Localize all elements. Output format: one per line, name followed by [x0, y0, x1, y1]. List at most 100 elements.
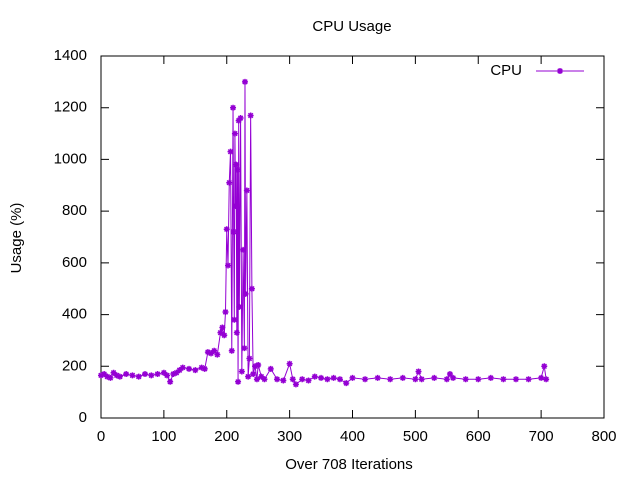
point-marker [228, 347, 235, 354]
point-marker [362, 376, 369, 383]
point-marker [238, 368, 245, 375]
x-axis-label: Over 708 Iterations [285, 456, 413, 473]
point-marker [107, 374, 114, 381]
point-marker [241, 78, 248, 85]
point-marker [289, 376, 296, 383]
point-marker [446, 371, 453, 378]
y-axis-label: Usage (%) [8, 203, 25, 274]
point-marker [230, 228, 237, 235]
point-marker [179, 364, 186, 371]
point-marker [258, 373, 265, 380]
point-marker [223, 226, 230, 233]
point-marker [412, 376, 419, 383]
point-marker [231, 316, 238, 323]
point-marker [248, 285, 255, 292]
plot-border [100, 55, 605, 419]
point-marker [113, 372, 120, 379]
point-marker [280, 377, 287, 384]
point-marker [154, 371, 161, 378]
legend-label: CPU [490, 62, 522, 79]
point-marker [142, 371, 149, 378]
x-tick-label: 400 [340, 428, 365, 445]
point-marker [235, 117, 242, 124]
x-tick-label: 700 [529, 428, 554, 445]
point-marker [330, 374, 337, 381]
y-tick-label: 1200 [54, 99, 87, 116]
point-marker [324, 376, 331, 383]
point-marker [247, 112, 254, 119]
point-marker [236, 303, 243, 310]
point-marker [129, 372, 136, 379]
y-tick-label: 1000 [54, 150, 87, 167]
point-marker [170, 371, 177, 378]
point-marker [241, 345, 248, 352]
point-marker [541, 363, 548, 370]
x-tick-label: 0 [97, 428, 105, 445]
point-marker [267, 365, 274, 372]
y-tick-label: 400 [62, 306, 87, 323]
point-marker [274, 376, 281, 383]
point-marker [525, 376, 532, 383]
point-marker [418, 376, 425, 383]
point-marker [192, 367, 199, 374]
point-marker [299, 376, 306, 383]
point-marker [211, 347, 218, 354]
point-marker [234, 166, 241, 173]
point-marker [349, 374, 356, 381]
point-marker [374, 374, 381, 381]
point-marker [186, 365, 193, 372]
point-marker [243, 187, 250, 194]
point-marker [431, 374, 438, 381]
point-marker [173, 369, 180, 376]
point-marker [167, 378, 174, 385]
point-marker [101, 371, 108, 378]
x-tick-label: 100 [151, 428, 176, 445]
point-marker [242, 290, 249, 297]
x-tick-label: 600 [466, 428, 491, 445]
point-marker [487, 374, 494, 381]
y-tick-label: 200 [62, 357, 87, 374]
point-marker [252, 363, 259, 370]
point-marker [399, 374, 406, 381]
point-marker [240, 246, 247, 253]
point-marker [311, 373, 318, 380]
y-tick-label: 0 [79, 409, 87, 426]
point-marker [231, 130, 238, 137]
point-marker [462, 376, 469, 383]
legend-marker [557, 68, 563, 74]
point-marker [226, 179, 233, 186]
point-marker [219, 324, 226, 331]
point-marker [160, 369, 167, 376]
point-marker [148, 372, 155, 379]
y-tick-label: 1400 [54, 47, 87, 64]
point-marker [225, 262, 232, 269]
point-marker [98, 372, 104, 379]
point-marker [336, 376, 343, 383]
point-marker [201, 365, 208, 372]
point-marker [208, 350, 215, 357]
point-marker [217, 329, 224, 336]
point-marker [512, 376, 519, 383]
point-marker [500, 376, 507, 383]
point-marker [221, 332, 228, 339]
point-marker [164, 372, 171, 379]
point-marker [104, 373, 111, 380]
point-marker [318, 374, 325, 381]
point-marker [250, 371, 257, 378]
point-marker [253, 376, 260, 383]
x-tick-label: 500 [403, 428, 428, 445]
point-marker [543, 376, 550, 383]
point-marker [255, 361, 262, 368]
point-marker [198, 364, 205, 371]
x-tick-label: 200 [214, 428, 239, 445]
point-marker [233, 329, 240, 336]
point-marker [305, 377, 312, 384]
point-marker [116, 373, 123, 380]
point-marker [232, 202, 239, 209]
point-marker [230, 104, 237, 111]
point-marker [214, 351, 221, 358]
point-marker [222, 308, 229, 315]
chart-title: CPU Usage [312, 18, 391, 35]
point-marker [135, 373, 142, 380]
